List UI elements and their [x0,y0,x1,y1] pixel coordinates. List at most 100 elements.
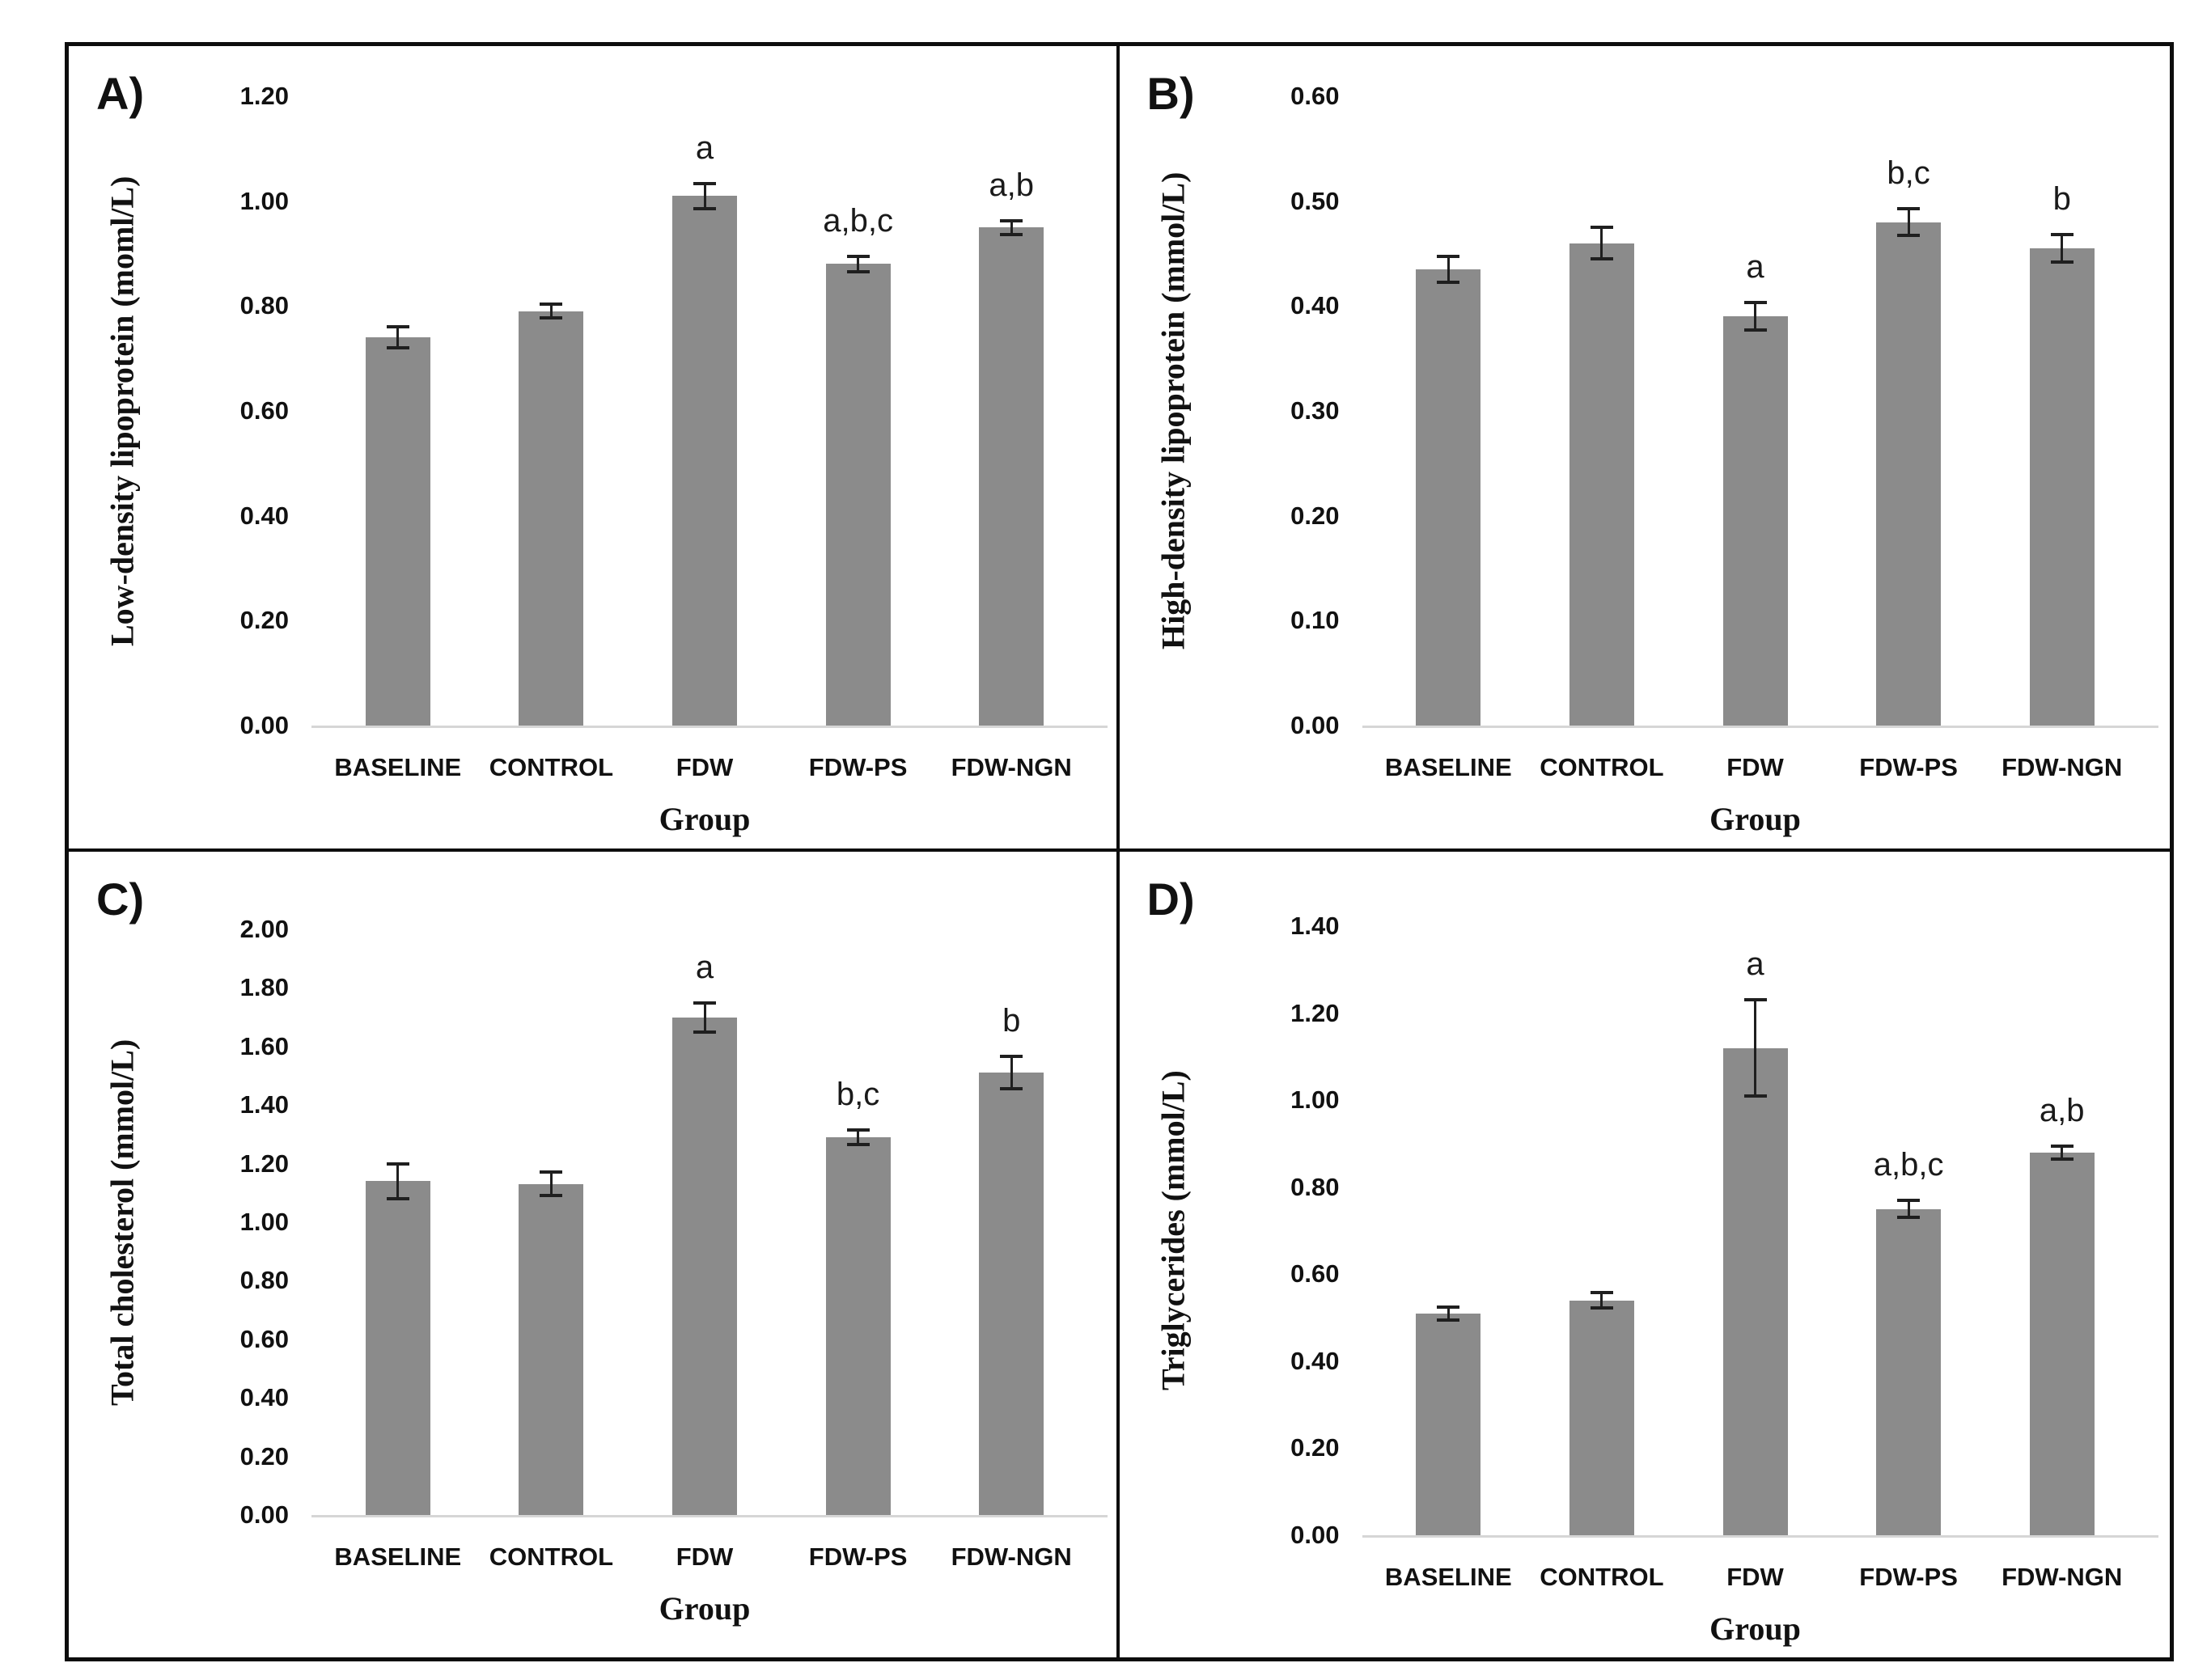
error-bar-bottom-cap [2050,260,2074,264]
panel-a: A) Low-density lipoprotein (moml/L) 0.00 0… [69,46,1120,852]
significance-annotation: b [1002,1003,1021,1039]
category-label: FDW-NGN [2001,753,2123,781]
bar-fdw-ngn [979,227,1044,726]
error-bar-top-cap [2050,233,2074,237]
error-bar [2061,235,2064,262]
significance-annotation: a,b,c [823,202,893,239]
y-tick-label: 0.40 [1290,291,1340,320]
category-label: FDW-NGN [2001,1563,2123,1591]
error-bar-bottom-cap [1590,1305,1613,1310]
error-bar-bottom-cap [1743,1094,1767,1098]
category-label: CONTROL [1540,753,1664,781]
significance-annotation: b,c [1887,154,1930,191]
four-panel-bar-figure: A) Low-density lipoprotein (moml/L) 0.00 0… [65,42,2174,1661]
bar-fdw-ps [825,264,891,726]
error-bar-bottom-cap [1000,232,1023,236]
error-bar-top-cap [1437,1305,1460,1309]
panel-d-letter: D) [1146,874,1195,925]
x-axis-title: Group [1709,1610,1801,1647]
bar-baseline [365,337,430,726]
x-axis-line [1362,726,2158,728]
significance-annotation: a,b [2039,1092,2085,1128]
category-label: CONTROL [1540,1563,1664,1591]
error-bar-top-cap [1743,998,1767,1002]
panel-b-letter: B) [1146,68,1195,119]
x-axis-line [1362,1535,2158,1538]
error-bar [1754,303,1756,331]
error-bar [1600,227,1603,259]
error-bar-bottom-cap [846,1143,870,1147]
bar-fdw [1722,316,1788,726]
error-bar-bottom-cap [2050,1157,2074,1161]
error-bar-top-cap [693,181,716,185]
significance-annotation: b,c [836,1076,880,1112]
error-bar-top-cap [1000,218,1023,222]
y-tick-label: 0.40 [239,501,289,530]
error-bar [2061,1145,2064,1159]
x-axis-title: Group [659,801,751,837]
category-label: FDW [676,1542,734,1571]
error-bar-top-cap [386,1162,409,1166]
panel-c-letter: C) [96,874,145,925]
significance-annotation: a,b,c [1873,1146,1944,1183]
panel-a-letter: A) [96,68,145,119]
y-tick-label: 1.00 [1290,1085,1340,1115]
y-tick-label: 0.60 [239,396,289,425]
y-axis-title: High-density lipoprotein (mmol/L) [1154,171,1191,650]
error-bar [1907,1200,1910,1218]
error-bar [703,1002,706,1032]
error-bar [549,1172,553,1196]
error-bar-top-cap [540,303,563,307]
category-label: CONTROL [489,1542,614,1571]
error-bar [1010,220,1013,235]
category-label: FDW [1726,1563,1784,1591]
error-bar-bottom-cap [1437,280,1460,284]
y-tick-label: 0.20 [239,606,289,635]
y-tick-label: 0.50 [1290,186,1340,215]
y-tick-label: 1.20 [239,1149,289,1178]
error-bar-bottom-cap [693,1030,716,1034]
bar-fdw-ps [1876,222,1942,726]
y-tick-label: 1.40 [1290,912,1340,940]
error-bar-bottom-cap [1437,1318,1460,1322]
error-bar-top-cap [386,325,409,329]
bar-fdw [672,1017,737,1515]
error-bar-bottom-cap [693,206,716,210]
error-bar [1754,1000,1756,1096]
error-bar [1010,1056,1013,1090]
error-bar-bottom-cap [1897,234,1921,238]
y-tick-label: 0.80 [239,1266,289,1295]
bar-control [1569,243,1634,726]
category-label: CONTROL [489,753,614,781]
error-bar [1447,256,1450,282]
error-bar [703,183,706,209]
category-label: FDW [676,753,734,781]
error-bar-bottom-cap [540,1194,563,1198]
error-bar [1447,1306,1450,1320]
error-bar-top-cap [1897,1198,1921,1202]
error-bar-top-cap [1590,1291,1613,1295]
panel-b: B) High-density lipoprotein (mmol/L) 0.00… [1119,46,2170,852]
y-tick-label: 0.40 [1290,1346,1340,1375]
significance-annotation: a [1746,249,1764,286]
bar-fdw-ngn [979,1073,1044,1515]
bar-baseline [1416,269,1481,726]
y-tick-label: 0.20 [239,1441,289,1471]
x-axis-line [311,726,1108,728]
error-bar-top-cap [1000,1055,1023,1059]
category-label: FDW-NGN [951,753,1072,781]
error-bar [549,304,553,319]
y-tick-label: 0.00 [239,1500,289,1529]
y-axis-title: Triglycerides (mmol/L) [1154,1070,1191,1391]
y-tick-label: 0.60 [1290,82,1340,110]
error-bar-bottom-cap [386,1197,409,1201]
category-label: BASELINE [334,753,462,781]
y-tick-label: 1.20 [1290,998,1340,1027]
error-bar [1600,1293,1603,1308]
y-tick-label: 0.00 [1290,711,1340,739]
y-tick-label: 1.00 [239,1208,289,1236]
y-tick-label: 0.00 [1290,1521,1340,1549]
error-bar [857,1129,860,1145]
error-bar [396,327,400,349]
y-tick-label: 0.80 [1290,1172,1340,1201]
